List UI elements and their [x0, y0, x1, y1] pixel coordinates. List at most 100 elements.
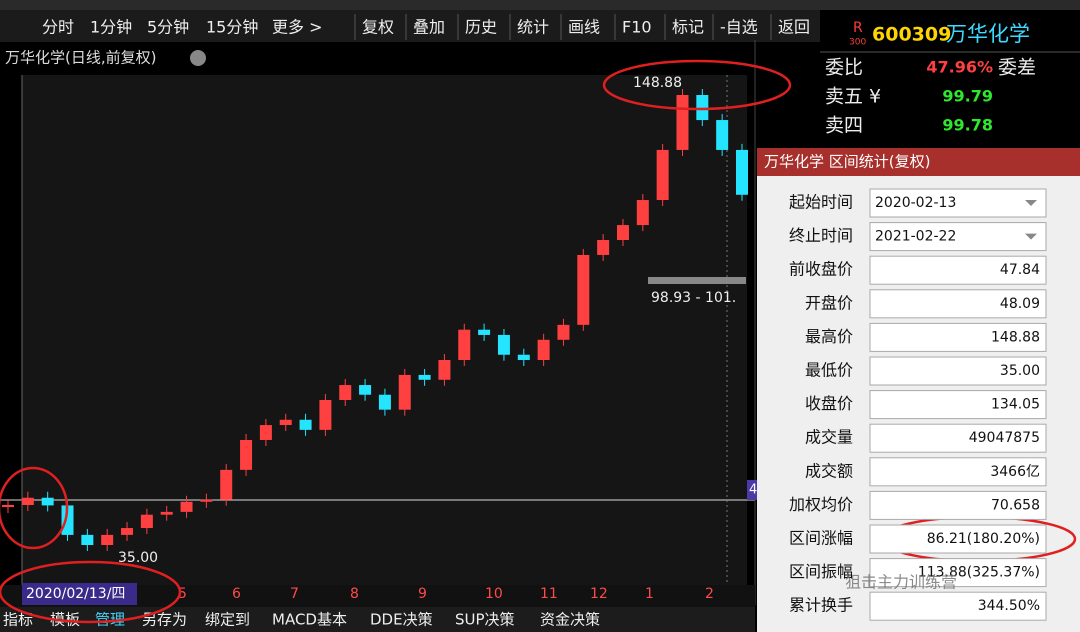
candle [716, 120, 729, 150]
date-label: 2020/02/13/四 [26, 586, 125, 602]
range-bar [648, 277, 746, 284]
field-value: 49047875 [969, 430, 1040, 446]
field-box [869, 356, 1047, 386]
month-label: 8 [350, 586, 359, 602]
highlight-ellipse [0, 560, 182, 624]
field-value: 3466亿 [990, 464, 1040, 480]
tab[interactable]: SUP决策 [455, 611, 515, 629]
toolbar-button[interactable]: 15分钟 [206, 18, 258, 37]
toolbar-button[interactable]: 5分钟 [147, 18, 189, 37]
candle [537, 339, 550, 360]
toolbar-button[interactable]: 标记 [672, 18, 704, 37]
field-box [869, 289, 1047, 319]
toolbar-button[interactable]: 复权 [362, 18, 394, 37]
field-box[interactable] [869, 222, 1047, 252]
toolbar-button[interactable]: 返回 [778, 18, 810, 37]
chart-title: 万华化学(日线,前复权) [5, 49, 156, 67]
candle [180, 501, 193, 512]
field-value: 113.88(325.37%) [918, 565, 1040, 581]
tab[interactable]: DDE决策 [370, 611, 433, 629]
month-label: 7 [290, 586, 299, 602]
month-label: 10 [485, 586, 503, 602]
quote-label: 卖五 ¥ [825, 86, 881, 108]
candle [736, 149, 748, 195]
tab[interactable]: 管理 [95, 611, 125, 629]
candle [121, 528, 134, 535]
field-label: 收盘价 [805, 394, 853, 413]
badge: R [853, 20, 863, 36]
field-value: 134.05 [991, 397, 1040, 413]
date-axis [0, 585, 755, 607]
low-label: 35.00 [118, 550, 158, 566]
field-label: 起始时间 [789, 193, 853, 212]
candle [259, 425, 272, 440]
month-label: 2 [705, 586, 714, 602]
month-label: 6 [232, 586, 241, 602]
toolbar-button[interactable]: 更多 > [272, 18, 323, 37]
toolbar-button[interactable]: 历史 [465, 18, 497, 37]
tab[interactable]: MACD基本 [272, 611, 347, 629]
candle [319, 399, 332, 430]
toolbar-button[interactable]: 画线 [568, 18, 600, 37]
field-label: 最低价 [805, 361, 853, 380]
candle [200, 499, 213, 502]
toolbar-button[interactable]: 叠加 [413, 18, 445, 37]
watermark: 狙击主力训练营 [845, 573, 957, 592]
field-box [869, 457, 1047, 487]
edge-label: 4 [749, 483, 757, 498]
field-label: 开盘价 [805, 293, 853, 312]
field-box [869, 558, 1047, 588]
candle [378, 394, 391, 410]
tab[interactable]: 绑定到 [205, 611, 250, 629]
candle [438, 359, 451, 380]
candle [557, 324, 570, 340]
toolbar-button[interactable]: -自选 [720, 18, 758, 37]
highlight-ellipse [0, 466, 69, 550]
candle [359, 385, 372, 395]
tab[interactable]: 模板 [50, 611, 80, 629]
chart-area [22, 75, 747, 585]
candle [616, 225, 629, 241]
tab[interactable]: 另存为 [142, 611, 187, 629]
field-box[interactable] [869, 188, 1047, 218]
month-label: 9 [418, 586, 427, 602]
candle [160, 511, 173, 515]
candle [21, 497, 34, 506]
candle [220, 469, 233, 500]
title-dropdown[interactable] [190, 50, 206, 66]
toolbar-button[interactable]: 分时 [42, 18, 74, 37]
toolbar-button[interactable]: 统计 [517, 18, 549, 37]
highlight-ellipse [602, 59, 792, 111]
field-value: 48.09 [1000, 296, 1040, 312]
field-label: 最高价 [805, 327, 853, 346]
candle [636, 200, 649, 226]
stock-code: 600309 [872, 24, 951, 46]
quote-label: 卖四 [825, 115, 863, 137]
candle [2, 505, 14, 508]
candle [101, 534, 114, 545]
candle [339, 385, 352, 400]
stock-name: 万华化学 [946, 22, 1030, 46]
field-value: 35.00 [1000, 363, 1040, 379]
field-box [869, 255, 1047, 285]
candle [458, 329, 471, 360]
candle [41, 497, 54, 506]
candle [398, 374, 411, 410]
field-label: 区间涨幅 [789, 529, 853, 548]
field-value: 148.88 [991, 329, 1040, 345]
field-box [869, 322, 1047, 352]
toolbar-button[interactable]: F10 [622, 18, 652, 37]
toolbar-button[interactable]: 1分钟 [90, 18, 132, 37]
field-box [869, 591, 1047, 621]
tab[interactable]: 资金决策 [540, 611, 600, 629]
candle [676, 95, 689, 150]
dropdown-arrow [1025, 200, 1037, 206]
field-label: 前收盘价 [789, 260, 853, 279]
field-value: 70.658 [991, 497, 1040, 513]
candle [299, 419, 312, 430]
badge-sub: 300 [849, 38, 866, 48]
tab[interactable]: 指标 [3, 611, 33, 629]
candle [497, 334, 510, 355]
